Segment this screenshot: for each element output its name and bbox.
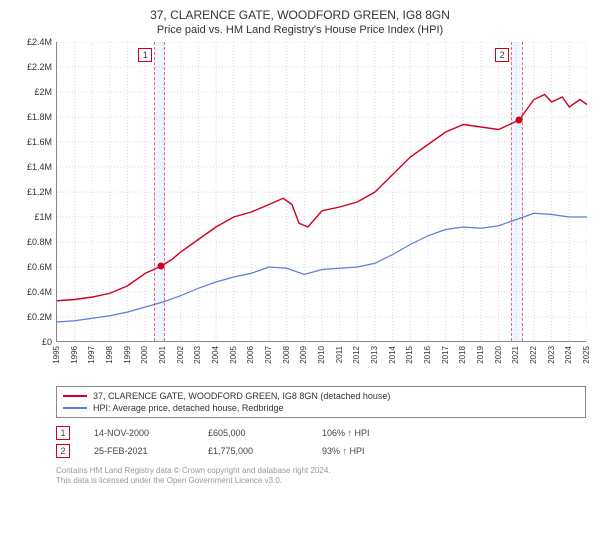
sale-dot xyxy=(515,117,522,124)
plot-region: 12 xyxy=(56,42,586,342)
x-tick-label: 2003 xyxy=(193,346,202,364)
y-tick-label: £2M xyxy=(34,87,52,97)
y-tick-label: £1.8M xyxy=(27,112,52,122)
x-tick-label: 2020 xyxy=(494,346,503,364)
x-tick-label: 1995 xyxy=(52,346,61,364)
x-tick-label: 2019 xyxy=(476,346,485,364)
x-tick-label: 2007 xyxy=(264,346,273,364)
sales-date: 25-FEB-2021 xyxy=(94,446,184,456)
x-tick-label: 1999 xyxy=(123,346,132,364)
chart-subtitle: Price paid vs. HM Land Registry's House … xyxy=(12,24,588,36)
footer-attribution: Contains HM Land Registry data © Crown c… xyxy=(56,466,586,487)
sales-date: 14-NOV-2000 xyxy=(94,428,184,438)
chart-marker-box: 1 xyxy=(138,48,152,62)
x-tick-label: 2011 xyxy=(335,346,344,363)
x-tick-label: 2000 xyxy=(140,346,149,364)
x-tick-label: 2012 xyxy=(352,346,361,364)
x-tick-label: 2023 xyxy=(547,346,556,364)
y-tick-label: £0.8M xyxy=(27,237,52,247)
y-tick-label: £1.2M xyxy=(27,187,52,197)
x-tick-label: 2015 xyxy=(405,346,414,364)
plot-svg xyxy=(57,42,587,342)
sales-table: 1 14-NOV-2000 £605,000 106% ↑ HPI 2 25-F… xyxy=(56,424,586,460)
sales-row: 1 14-NOV-2000 £605,000 106% ↑ HPI xyxy=(56,424,586,442)
x-tick-label: 2013 xyxy=(370,346,379,364)
x-tick-label: 2008 xyxy=(282,346,291,364)
shaded-range xyxy=(511,42,523,341)
x-tick-label: 2006 xyxy=(246,346,255,364)
x-tick-label: 2002 xyxy=(176,346,185,364)
y-tick-label: £1M xyxy=(34,212,52,222)
grid-lines xyxy=(57,42,587,342)
x-tick-label: 2018 xyxy=(458,346,467,364)
legend-box: 37, CLARENCE GATE, WOODFORD GREEN, IG8 8… xyxy=(56,386,586,418)
legend-swatch xyxy=(63,407,87,409)
sales-marker-box: 2 xyxy=(56,444,70,458)
x-tick-label: 2001 xyxy=(158,346,167,364)
x-tick-label: 2016 xyxy=(423,346,432,364)
sales-pct: 93% ↑ HPI xyxy=(322,446,412,456)
x-tick-label: 1996 xyxy=(70,346,79,364)
series-lines xyxy=(57,95,587,323)
footer-line: This data is licensed under the Open Gov… xyxy=(56,476,586,486)
chart-area: £0 £0.2M £0.4M £0.6M £0.8M £1M £1.2M £1.4M £1.6M… xyxy=(12,42,588,382)
legend-swatch xyxy=(63,395,87,397)
x-tick-label: 1998 xyxy=(105,346,114,364)
x-tick-label: 2025 xyxy=(582,346,591,364)
legend-label: HPI: Average price, detached house, Redb… xyxy=(93,403,283,413)
y-axis-labels: £0£0.2M£0.4M£0.6M£0.8M£1M£1.2M£1.4M£1.6M… xyxy=(12,42,56,342)
shaded-range xyxy=(154,42,165,341)
sales-price: £605,000 xyxy=(208,428,298,438)
x-tick-label: 2009 xyxy=(299,346,308,364)
y-tick-label: £0.4M xyxy=(27,287,52,297)
legend-label: 37, CLARENCE GATE, WOODFORD GREEN, IG8 8… xyxy=(93,391,390,401)
x-tick-label: 1997 xyxy=(87,346,96,364)
y-tick-label: £1.4M xyxy=(27,162,52,172)
sales-pct: 106% ↑ HPI xyxy=(322,428,412,438)
sales-price: £1,775,000 xyxy=(208,446,298,456)
footer-line: Contains HM Land Registry data © Crown c… xyxy=(56,466,586,476)
x-tick-label: 2021 xyxy=(511,346,520,364)
x-tick-label: 2017 xyxy=(441,346,450,364)
x-tick-label: 2010 xyxy=(317,346,326,364)
y-tick-label: £1.6M xyxy=(27,137,52,147)
x-axis-labels: 1995199619971998199920002001200220032004… xyxy=(56,342,586,382)
y-tick-label: £2.4M xyxy=(27,37,52,47)
x-tick-label: 2024 xyxy=(564,346,573,364)
x-tick-label: 2004 xyxy=(211,346,220,364)
chart-marker-box: 2 xyxy=(495,48,509,62)
x-tick-label: 2014 xyxy=(388,346,397,364)
x-tick-label: 2005 xyxy=(229,346,238,364)
sale-dot xyxy=(157,263,164,270)
sales-marker-box: 1 xyxy=(56,426,70,440)
y-tick-label: £2.2M xyxy=(27,62,52,72)
y-tick-label: £0.6M xyxy=(27,262,52,272)
legend-item: HPI: Average price, detached house, Redb… xyxy=(63,402,579,414)
x-tick-label: 2022 xyxy=(529,346,538,364)
chart-title: 37, CLARENCE GATE, WOODFORD GREEN, IG8 8… xyxy=(12,8,588,22)
legend-item: 37, CLARENCE GATE, WOODFORD GREEN, IG8 8… xyxy=(63,390,579,402)
y-tick-label: £0 xyxy=(42,337,52,347)
sales-row: 2 25-FEB-2021 £1,775,000 93% ↑ HPI xyxy=(56,442,586,460)
y-tick-label: £0.2M xyxy=(27,312,52,322)
